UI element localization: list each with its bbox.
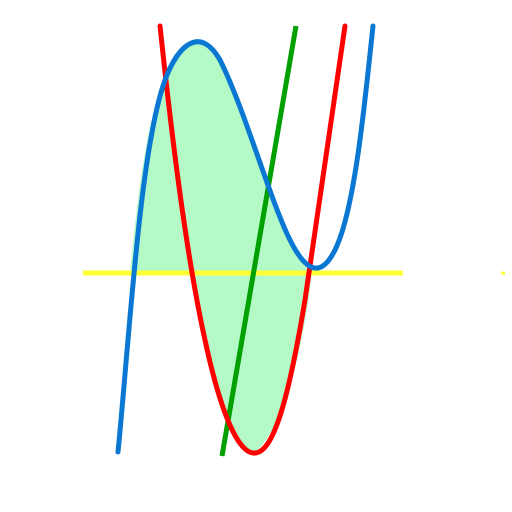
red-curve [157, 23, 348, 456]
green-line [219, 25, 299, 457]
blue-curve [115, 23, 376, 455]
